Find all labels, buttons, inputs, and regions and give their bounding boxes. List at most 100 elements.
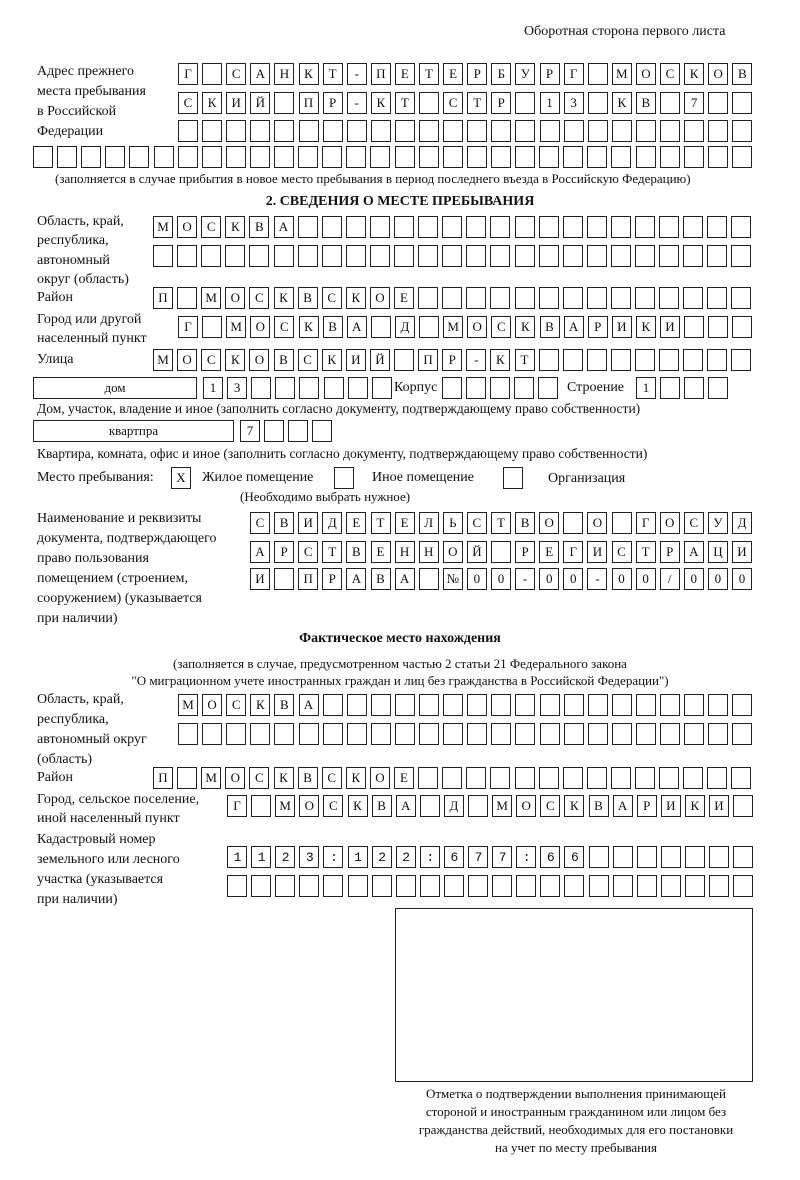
char-cell[interactable]: Г bbox=[178, 63, 198, 85]
char-cell[interactable] bbox=[274, 568, 295, 590]
char-cell[interactable] bbox=[732, 92, 753, 114]
char-cell[interactable] bbox=[250, 120, 271, 142]
char-cell[interactable] bbox=[586, 245, 607, 267]
char-cell[interactable] bbox=[514, 245, 535, 267]
char-cell[interactable]: Т bbox=[635, 541, 656, 563]
char-cell[interactable]: С bbox=[201, 216, 222, 238]
char-cell[interactable]: К bbox=[515, 316, 536, 338]
char-cell[interactable] bbox=[586, 287, 607, 309]
char-cell[interactable] bbox=[733, 795, 754, 817]
char-cell[interactable] bbox=[635, 349, 655, 371]
char-cell[interactable]: М bbox=[611, 63, 632, 85]
char-cell[interactable] bbox=[419, 723, 439, 745]
char-cell[interactable]: Р bbox=[322, 92, 343, 114]
char-cell[interactable] bbox=[538, 216, 559, 238]
char-cell[interactable]: И bbox=[298, 512, 319, 534]
char-cell[interactable]: 3 bbox=[563, 92, 584, 114]
char-cell[interactable] bbox=[563, 694, 584, 716]
char-cell[interactable] bbox=[347, 377, 368, 399]
char-cell[interactable] bbox=[659, 287, 680, 309]
char-cell[interactable]: Е bbox=[539, 541, 560, 563]
char-cell[interactable] bbox=[466, 377, 487, 399]
char-cell[interactable] bbox=[322, 694, 343, 716]
char-cell[interactable]: № bbox=[442, 568, 463, 590]
char-cell[interactable]: М bbox=[492, 795, 513, 817]
char-cell[interactable]: Е bbox=[394, 287, 414, 309]
char-cell[interactable] bbox=[683, 146, 704, 168]
char-cell[interactable] bbox=[612, 875, 633, 897]
char-cell[interactable] bbox=[370, 694, 391, 716]
char-cell[interactable] bbox=[394, 694, 415, 716]
char-cell[interactable] bbox=[563, 723, 584, 745]
char-cell[interactable]: Н bbox=[274, 63, 295, 85]
char-cell[interactable] bbox=[588, 875, 609, 897]
char-cell[interactable] bbox=[371, 377, 392, 399]
char-cell[interactable] bbox=[442, 146, 463, 168]
char-cell[interactable] bbox=[443, 694, 464, 716]
char-cell[interactable]: Р bbox=[442, 349, 463, 371]
char-cell[interactable] bbox=[514, 287, 535, 309]
place-checkbox-residential[interactable]: X bbox=[171, 467, 191, 489]
char-cell[interactable] bbox=[490, 767, 511, 789]
char-cell[interactable] bbox=[370, 316, 391, 338]
char-cell[interactable] bbox=[322, 120, 343, 142]
char-cell[interactable] bbox=[538, 287, 559, 309]
char-cell[interactable] bbox=[467, 723, 488, 745]
char-cell[interactable] bbox=[635, 146, 656, 168]
char-cell[interactable]: К bbox=[225, 216, 246, 238]
char-cell[interactable]: - bbox=[346, 92, 367, 114]
char-cell[interactable] bbox=[586, 216, 607, 238]
char-cell[interactable] bbox=[202, 316, 223, 338]
char-cell[interactable] bbox=[225, 146, 246, 168]
char-cell[interactable] bbox=[419, 846, 440, 868]
char-cell[interactable]: У bbox=[515, 63, 536, 85]
char-cell[interactable]: Е bbox=[394, 767, 414, 789]
char-cell[interactable] bbox=[33, 146, 53, 168]
char-cell[interactable]: А bbox=[273, 216, 294, 238]
char-cell[interactable] bbox=[538, 377, 559, 399]
char-cell[interactable] bbox=[684, 316, 705, 338]
char-cell[interactable] bbox=[443, 846, 464, 868]
char-cell[interactable]: 0 bbox=[466, 568, 487, 590]
char-cell[interactable] bbox=[562, 349, 583, 371]
char-cell[interactable] bbox=[562, 216, 583, 238]
char-cell[interactable]: В bbox=[732, 63, 753, 85]
char-cell[interactable] bbox=[708, 694, 729, 716]
char-cell[interactable] bbox=[684, 723, 705, 745]
char-cell[interactable] bbox=[467, 694, 488, 716]
char-cell[interactable] bbox=[202, 63, 223, 85]
char-cell[interactable] bbox=[249, 245, 270, 267]
char-cell[interactable] bbox=[611, 694, 632, 716]
char-cell[interactable]: М bbox=[226, 316, 247, 338]
char-cell[interactable] bbox=[635, 694, 656, 716]
char-cell[interactable] bbox=[586, 767, 607, 789]
char-cell[interactable]: Т bbox=[322, 541, 343, 563]
char-cell[interactable] bbox=[516, 846, 537, 868]
char-cell[interactable] bbox=[288, 420, 309, 442]
char-cell[interactable] bbox=[684, 875, 705, 897]
char-cell[interactable]: В bbox=[346, 541, 367, 563]
char-cell[interactable] bbox=[490, 245, 511, 267]
house-type-box[interactable]: дом bbox=[33, 377, 197, 399]
char-cell[interactable] bbox=[515, 146, 535, 168]
char-cell[interactable] bbox=[707, 349, 728, 371]
char-cell[interactable] bbox=[684, 694, 705, 716]
char-cell[interactable]: В bbox=[370, 568, 391, 590]
char-cell[interactable] bbox=[275, 875, 296, 897]
char-cell[interactable]: О bbox=[442, 541, 463, 563]
char-cell[interactable] bbox=[731, 146, 752, 168]
char-cell[interactable]: Е bbox=[443, 63, 464, 85]
char-cell[interactable]: Г bbox=[563, 63, 584, 85]
char-cell[interactable]: С bbox=[443, 92, 464, 114]
char-cell[interactable] bbox=[297, 216, 318, 238]
char-cell[interactable]: К bbox=[225, 349, 246, 371]
char-cell[interactable]: Р bbox=[659, 541, 680, 563]
char-cell[interactable] bbox=[491, 541, 511, 563]
char-cell[interactable]: П bbox=[153, 287, 173, 309]
char-cell[interactable]: В bbox=[273, 349, 294, 371]
char-cell[interactable] bbox=[708, 316, 729, 338]
char-cell[interactable] bbox=[660, 120, 680, 142]
char-cell[interactable]: О bbox=[516, 795, 537, 817]
char-cell[interactable] bbox=[394, 349, 414, 371]
char-cell[interactable]: П bbox=[418, 349, 439, 371]
